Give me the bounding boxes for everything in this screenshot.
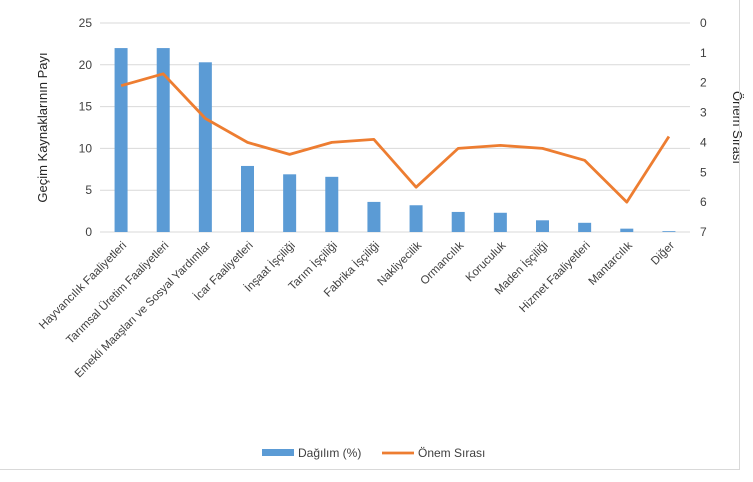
chart-frame: [0, 0, 740, 470]
